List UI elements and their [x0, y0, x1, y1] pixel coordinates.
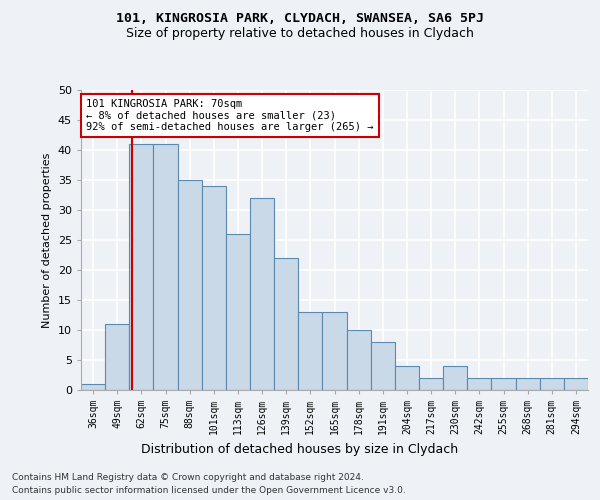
Bar — [202, 186, 226, 390]
Bar — [467, 378, 491, 390]
Text: Contains public sector information licensed under the Open Government Licence v3: Contains public sector information licen… — [12, 486, 406, 495]
Bar — [129, 144, 154, 390]
Bar — [298, 312, 322, 390]
Bar — [540, 378, 564, 390]
Bar — [564, 378, 588, 390]
Bar — [250, 198, 274, 390]
Bar — [491, 378, 515, 390]
Bar — [443, 366, 467, 390]
Text: 101 KINGROSIA PARK: 70sqm
← 8% of detached houses are smaller (23)
92% of semi-d: 101 KINGROSIA PARK: 70sqm ← 8% of detach… — [86, 99, 374, 132]
Text: Contains HM Land Registry data © Crown copyright and database right 2024.: Contains HM Land Registry data © Crown c… — [12, 472, 364, 482]
Bar — [274, 258, 298, 390]
Bar — [515, 378, 540, 390]
Bar — [322, 312, 347, 390]
Bar — [105, 324, 129, 390]
Text: 101, KINGROSIA PARK, CLYDACH, SWANSEA, SA6 5PJ: 101, KINGROSIA PARK, CLYDACH, SWANSEA, S… — [116, 12, 484, 26]
Bar — [371, 342, 395, 390]
Text: Size of property relative to detached houses in Clydach: Size of property relative to detached ho… — [126, 28, 474, 40]
Bar — [347, 330, 371, 390]
Bar — [81, 384, 105, 390]
Bar — [395, 366, 419, 390]
Y-axis label: Number of detached properties: Number of detached properties — [42, 152, 52, 328]
Bar — [178, 180, 202, 390]
Bar — [226, 234, 250, 390]
Bar — [154, 144, 178, 390]
Bar — [419, 378, 443, 390]
Text: Distribution of detached houses by size in Clydach: Distribution of detached houses by size … — [142, 442, 458, 456]
